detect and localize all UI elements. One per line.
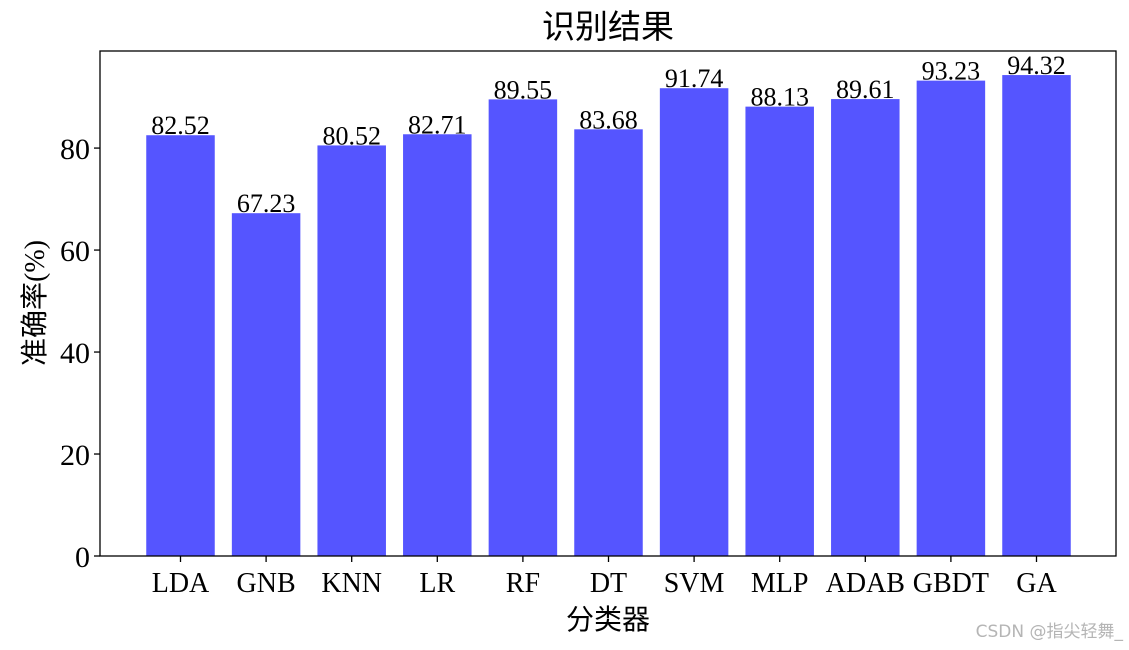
bar-dt	[574, 129, 643, 556]
bar-mlp	[745, 106, 814, 556]
x-tick-label-adab: ADAB	[826, 568, 905, 599]
data-label-gbdt: 93.23	[922, 57, 981, 86]
x-tick-label-gnb: GNB	[237, 568, 296, 599]
x-tick-label-mlp: MLP	[751, 568, 809, 599]
bar-adab	[831, 99, 900, 556]
bar-gbdt	[916, 80, 986, 557]
data-label-gnb: 67.23	[237, 189, 296, 218]
x-tick-label-lda: LDA	[152, 568, 210, 599]
y-tick-label: 60	[60, 235, 90, 268]
bar-gnb	[231, 213, 301, 556]
x-tick-label-knn: KNN	[321, 568, 382, 599]
x-tick-label-ga: GA	[1016, 568, 1057, 599]
data-label-adab: 89.61	[836, 75, 895, 104]
data-label-mlp: 88.13	[750, 83, 809, 112]
y-tick-label: 0	[75, 541, 90, 574]
data-labels-group: 82.52 67.23 80.52 82.71 89.55 83.68 91.74 88.13…	[151, 51, 1066, 218]
data-label-knn: 80.52	[322, 121, 381, 150]
chart-title: 识别结果	[542, 9, 674, 46]
x-tick-label-lr: LR	[419, 568, 455, 599]
x-tick-label-gbdt: GBDT	[913, 568, 989, 599]
y-axis-label: 准确率(%)	[19, 240, 51, 366]
data-label-lda: 82.52	[151, 111, 210, 140]
x-axis-label: 分类器	[566, 604, 650, 636]
x-tick-label-svm: SVM	[664, 568, 725, 599]
x-tick-label-rf: RF	[506, 568, 540, 599]
x-tick-label-dt: DT	[590, 568, 627, 599]
bar-knn	[317, 145, 386, 556]
bar-rf	[488, 99, 558, 556]
data-label-ga: 94.32	[1007, 51, 1066, 80]
y-tick-label: 80	[60, 133, 90, 166]
data-label-svm: 91.74	[665, 64, 724, 93]
bars-group	[146, 75, 1071, 557]
y-tick-label: 20	[60, 439, 90, 472]
bar-lr	[403, 134, 472, 556]
watermark: CSDN @指尖轻舞_	[976, 622, 1124, 642]
bar-ga	[1002, 75, 1071, 556]
bar-lda	[146, 135, 215, 557]
data-label-rf: 89.55	[494, 75, 553, 104]
data-label-lr: 82.71	[408, 110, 467, 139]
y-tick-label: 40	[60, 337, 90, 370]
bar-svm	[659, 88, 729, 556]
y-axis: 0 20 40 60 80	[60, 133, 100, 574]
x-axis: LDA GNB KNN LR RF DT SVM MLP ADAB GBDT GA	[152, 556, 1057, 599]
data-label-dt: 83.68	[579, 105, 638, 134]
